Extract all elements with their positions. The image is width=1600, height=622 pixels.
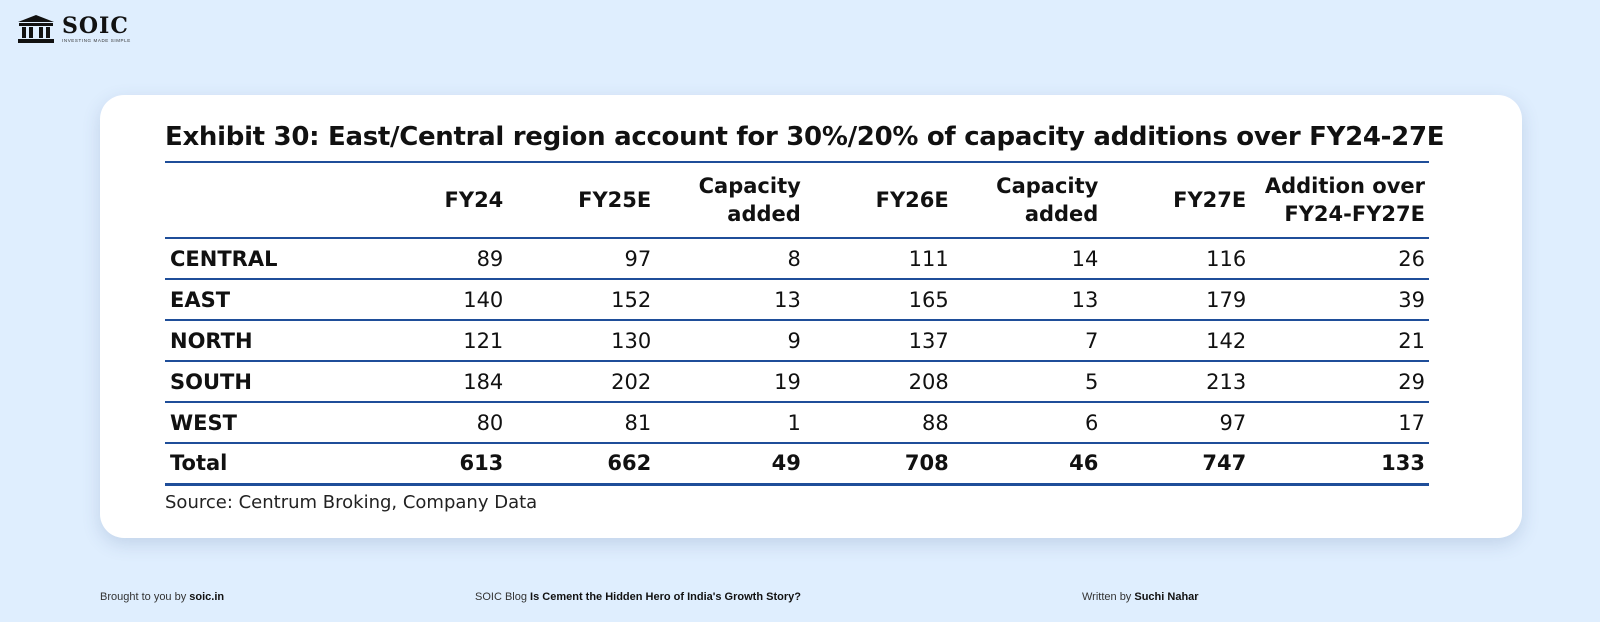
- region-label: WEST: [170, 410, 237, 435]
- footer-author: Written by Suchi Nahar: [1082, 591, 1199, 603]
- table-cell: 14: [1071, 246, 1099, 271]
- region-label: NORTH: [170, 328, 253, 353]
- soic-logo[interactable]: SOIC INVESTING MADE SIMPLE: [16, 14, 131, 44]
- table-cell: 116: [1206, 246, 1247, 271]
- brand-name: SOIC: [62, 13, 129, 39]
- footer-brought-by: Brought to you by soic.in: [100, 591, 224, 603]
- table-cell: 6: [1084, 410, 1099, 435]
- table-cell: 8: [787, 246, 801, 271]
- table-cell: 747: [1202, 451, 1247, 476]
- table-cell: 165: [908, 287, 949, 312]
- table-row: EAST 140 152 13 165 13 179 39: [165, 279, 1429, 320]
- table-cell: 662: [607, 451, 652, 476]
- table-cell: 184: [463, 369, 504, 394]
- header-column: Addition over FY24-FY27E: [1250, 161, 1429, 239]
- table-cell: 49: [771, 451, 801, 476]
- table-cell: 152: [611, 287, 652, 312]
- table-cell: 213: [1206, 369, 1247, 394]
- region-label: EAST: [170, 287, 231, 312]
- region-label: CENTRAL: [170, 246, 278, 271]
- table-cell: 142: [1206, 328, 1247, 353]
- header-column: Capacity added: [655, 161, 805, 239]
- table-cell: 121: [463, 328, 504, 353]
- footer-written-prefix: Written by: [1082, 591, 1135, 603]
- footer-site-link[interactable]: soic.in: [189, 591, 225, 603]
- table-cell: 140: [463, 287, 504, 312]
- table-cell: 179: [1206, 287, 1247, 312]
- table-cell: 7: [1084, 328, 1099, 353]
- capacity-table: FY24 FY25E Capacity added FY26E Capacity add…: [165, 161, 1429, 486]
- total-row: Total 613 662 49 708 46 747 133: [165, 443, 1429, 484]
- footer-brought-prefix: Brought to you by: [100, 591, 190, 603]
- table-cell: 39: [1398, 287, 1425, 312]
- header-column: FY24: [360, 161, 508, 239]
- header-column: FY26E: [804, 161, 953, 239]
- header-column: FY27E: [1102, 161, 1251, 239]
- table-cell: 89: [476, 246, 504, 271]
- exhibit-title: Exhibit 30: East/Central region account …: [165, 122, 1445, 152]
- table-cell: 97: [1219, 410, 1247, 435]
- table-row: SOUTH 184 202 19 208 5 213 29: [165, 361, 1429, 402]
- footer-blog: SOIC Blog Is Cement the Hidden Hero of I…: [475, 591, 801, 603]
- table-cell: 137: [908, 328, 949, 353]
- table-cell: 202: [611, 369, 652, 394]
- table-cell: 13: [1071, 287, 1099, 312]
- table-cell: 708: [904, 451, 949, 476]
- header-column: FY25E: [507, 161, 656, 239]
- table-cell: 88: [922, 410, 949, 435]
- table-cell: 19: [774, 369, 801, 394]
- table-cell: 81: [624, 410, 652, 435]
- table-row: NORTH 121 130 9 137 7 142 21: [165, 320, 1429, 361]
- footer-blog-title[interactable]: Is Cement the Hidden Hero of India's Gro…: [530, 591, 801, 603]
- table-cell: 9: [787, 328, 801, 353]
- table-cell: 130: [611, 328, 652, 353]
- source-note: Source: Centrum Broking, Company Data: [165, 492, 538, 513]
- table-cell: 13: [774, 287, 801, 312]
- table-cell: 26: [1398, 246, 1425, 271]
- brand-tagline: INVESTING MADE SIMPLE: [62, 38, 131, 43]
- table-cell: 29: [1398, 369, 1425, 394]
- footer-author-name[interactable]: Suchi Nahar: [1134, 591, 1199, 603]
- table-cell: 97: [624, 246, 652, 271]
- bank-building-icon: [18, 15, 54, 43]
- footer-blog-prefix: SOIC Blog: [475, 591, 531, 603]
- header-column: Capacity added: [952, 161, 1103, 239]
- table-cell: 111: [908, 246, 949, 271]
- region-label: SOUTH: [170, 369, 252, 394]
- table-cell: 208: [908, 369, 949, 394]
- table-cell: 133: [1381, 451, 1425, 476]
- table-cell: 80: [476, 410, 504, 435]
- table-row: CENTRAL 89 97 8 111 14 116 26: [165, 238, 1429, 279]
- table-row: WEST 80 81 1 88 6 97 17: [165, 402, 1429, 443]
- header-region: [165, 161, 361, 239]
- table-cell: 46: [1069, 451, 1099, 476]
- table-cell: 5: [1084, 369, 1099, 394]
- table-cell: 1: [787, 410, 801, 435]
- table-cell: 17: [1398, 410, 1425, 435]
- table-cell: 21: [1398, 328, 1425, 353]
- table-header-row: FY24 FY25E Capacity added FY26E Capacity add…: [165, 161, 1429, 239]
- region-label: Total: [170, 451, 228, 476]
- table-cell: 613: [459, 451, 504, 476]
